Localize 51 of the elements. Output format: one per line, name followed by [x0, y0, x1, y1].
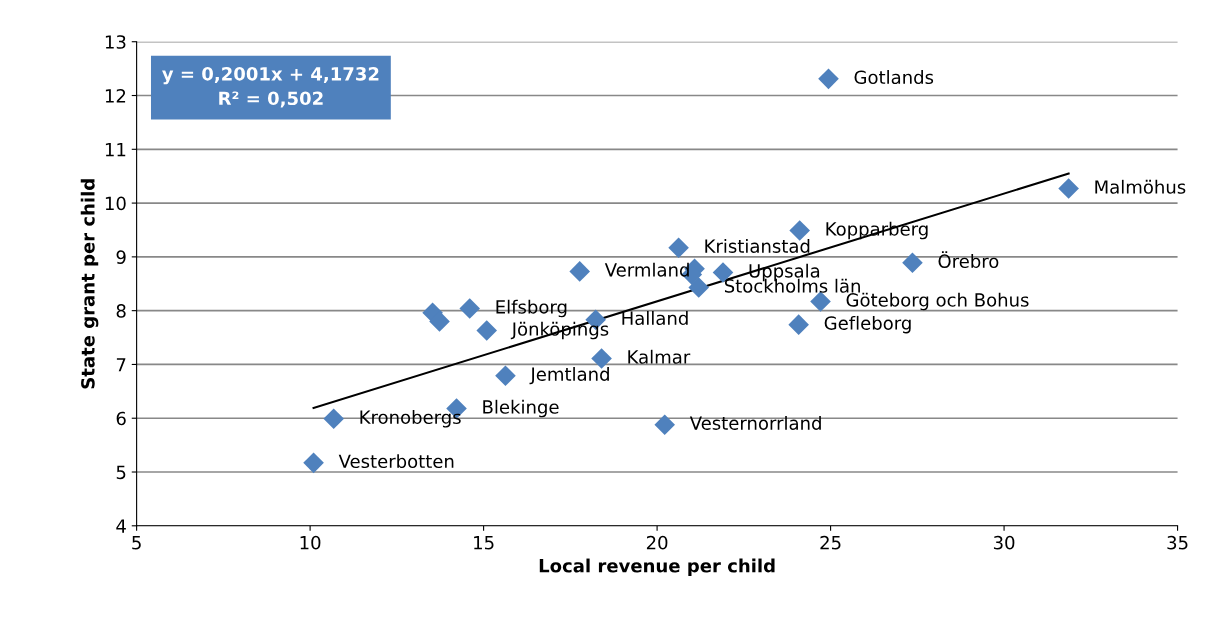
point: [654, 414, 676, 435]
y-tick-label: 9: [116, 250, 126, 264]
x-tick-label: 5: [132, 536, 141, 550]
point: [476, 320, 498, 341]
x-tick-label: 15: [474, 536, 494, 550]
y-tick-label: 7: [116, 358, 126, 372]
point: [591, 348, 612, 369]
point: [818, 68, 839, 90]
annotation: y = 0,2001x + 4,1732 R² = 0,502: [162, 66, 379, 108]
x-axis-title: Local revenue per child: [539, 558, 775, 577]
annotation: Kronobergs: [360, 410, 461, 428]
annotation: Kristianstad: [705, 238, 810, 253]
x-tick-label: 10: [300, 535, 321, 550]
annotation: Elfsborg: [496, 299, 567, 318]
point: [323, 408, 344, 430]
annotation: Göteborg och Bohus: [846, 292, 1029, 311]
point: [810, 291, 831, 312]
point: [569, 261, 591, 282]
annotation: Blekinge: [483, 399, 559, 418]
y-tick-label: 6: [116, 411, 126, 426]
point: [688, 277, 710, 298]
annotation: Halland: [622, 311, 688, 326]
point: [303, 452, 324, 474]
x-tick-label: 35: [1167, 535, 1188, 550]
y-tick-label: 10: [105, 196, 126, 211]
annotation: Vesterbotten: [338, 454, 454, 469]
y-tick-label: 8: [116, 304, 126, 318]
point: [429, 311, 450, 332]
y-tick-label: 13: [105, 35, 126, 49]
point: [902, 252, 923, 274]
point: [1058, 178, 1079, 199]
annotation: Vesternorrland: [689, 415, 821, 430]
annotation: Kalmar: [628, 349, 691, 364]
point: [459, 298, 481, 319]
annotation: Gotlands: [854, 70, 934, 85]
y-tick-label: 12: [105, 88, 126, 103]
annotation: Gefleborg: [824, 315, 911, 334]
y-tick-label: 4: [116, 519, 126, 533]
point: [788, 314, 809, 335]
point: [495, 365, 516, 387]
y-tick-label: 5: [116, 465, 126, 480]
x-tick-label: 30: [993, 535, 1015, 550]
x-tick-label: 20: [646, 535, 668, 550]
annotation: Örebro: [938, 251, 999, 269]
point: [789, 220, 810, 241]
y-tick-label: 11: [105, 143, 126, 157]
point: [668, 237, 689, 259]
x-tick-label: 25: [820, 535, 841, 550]
y-axis-title: State grant per child: [80, 179, 99, 389]
annotation: Jemtland: [529, 367, 609, 385]
annotation: Malmöhus: [1095, 179, 1186, 194]
